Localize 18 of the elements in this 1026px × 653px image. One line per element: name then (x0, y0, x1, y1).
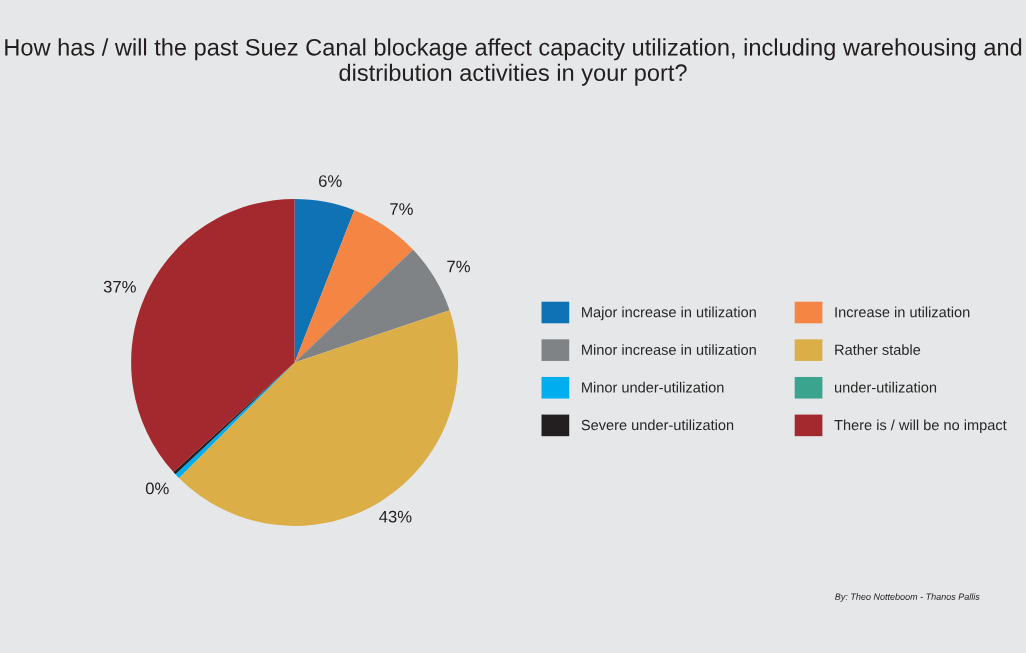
data-label: 7% (390, 203, 413, 215)
legend-label: Increase in utilization (835, 306, 970, 318)
legend-label: under-utilization (835, 381, 937, 393)
data-label: 6% (319, 175, 342, 187)
pie-slice (294, 198, 355, 363)
data-label: 37% (103, 280, 136, 293)
legend-label: Minor under-utilization (582, 381, 724, 393)
chart-title: How has / will the past Suez Canal blockage affect capacity utilization, including warehousing and distribution activities in your port? (5, 38, 1022, 86)
data-label: 7% (447, 260, 470, 273)
legend-label: Major increase in utilization (582, 306, 756, 321)
data-label: 43% (379, 510, 412, 523)
legend-label: Rather stable (835, 344, 921, 355)
legend-label: Minor increase in utilization (582, 344, 756, 355)
data-label: 0% (145, 482, 169, 495)
pie-slice (179, 310, 459, 526)
legend-label: Severe under-utilization (581, 419, 734, 431)
legend-label: There is / will be no impact (834, 419, 1007, 434)
text: By: Theo Notteboom - Thanos Pallis (835, 593, 980, 602)
